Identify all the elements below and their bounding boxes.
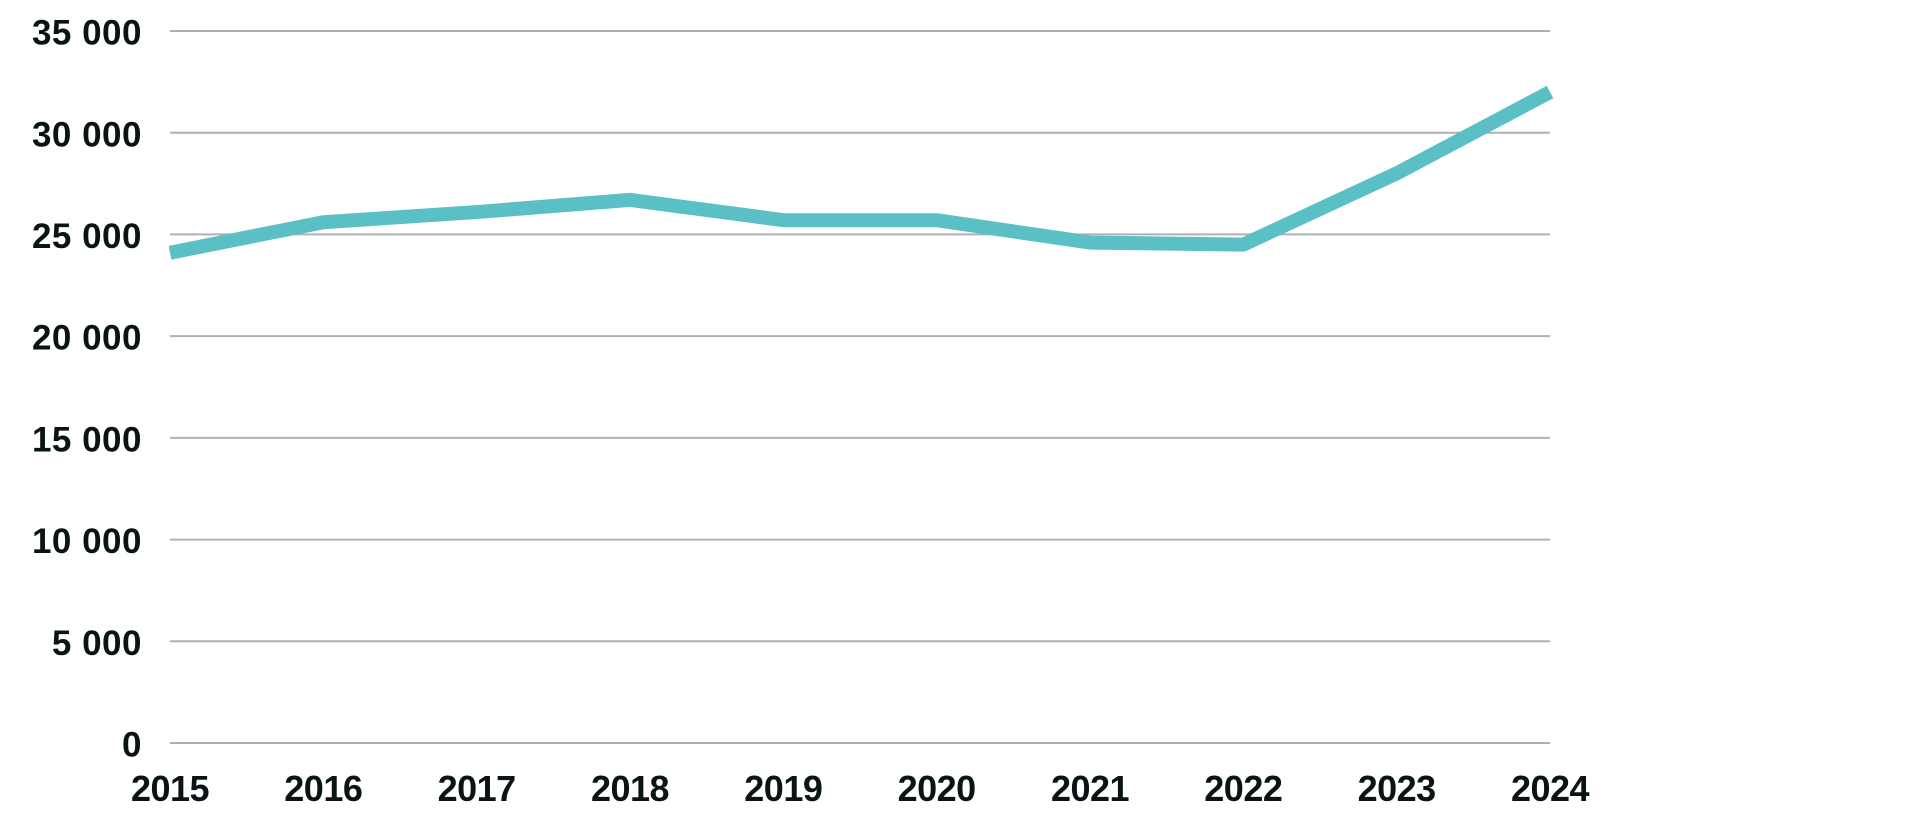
y-tick-label: 35 000 [32,14,142,53]
y-tick-label: 15 000 [32,420,142,459]
y-tick-label: 20 000 [32,319,142,358]
gridlines [170,30,1550,744]
x-tick-label: 2015 [131,768,210,809]
data-series [168,85,1554,260]
y-tick-label: 10 000 [32,522,142,561]
y-tick-label: 0 [122,726,142,765]
x-tick-label: 2017 [438,768,516,809]
x-axis-tick-labels: 2015 2016 2017 2018 2019 2020 2021 2022 2023 2024 [131,768,1590,809]
x-tick-label: 2021 [1051,768,1130,809]
x-tick-label: 2020 [898,768,976,809]
data-line [168,85,1554,260]
x-tick-label: 2018 [591,768,669,809]
x-tick-label: 2022 [1204,768,1282,809]
x-tick-label: 2019 [744,768,822,809]
y-tick-label: 30 000 [32,115,142,154]
x-tick-label: 2024 [1511,768,1590,809]
x-tick-label: 2016 [284,768,362,809]
y-tick-label: 5 000 [52,624,142,663]
y-tick-label: 25 000 [32,217,142,256]
y-axis-tick-labels: 0 5 000 10 000 15 000 20 000 25 000 30 000 35 0… [32,14,142,765]
x-tick-label: 2023 [1358,768,1436,809]
